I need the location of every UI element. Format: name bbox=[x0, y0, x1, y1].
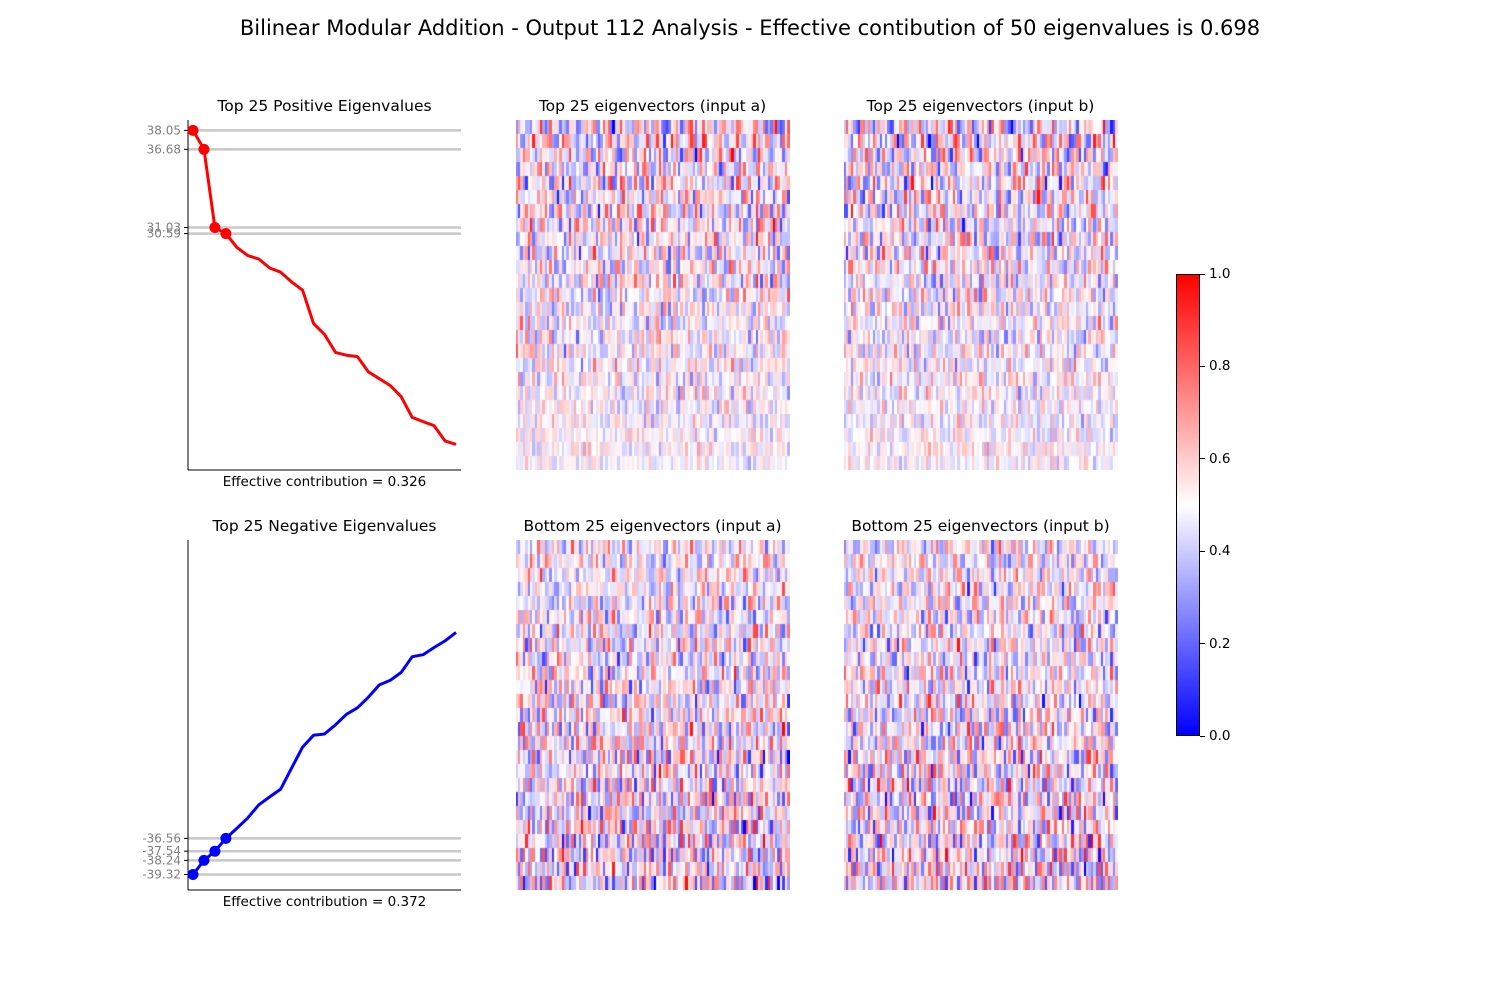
negative-highlight-point bbox=[198, 854, 210, 866]
positive-highlight-point bbox=[209, 221, 221, 233]
colorbar-tick bbox=[1200, 735, 1205, 737]
colorbar-tick-label: 1.0 bbox=[1209, 266, 1231, 282]
positive-y-tick-label: 38.05 bbox=[147, 123, 181, 137]
heatmap-bottom-eigenvectors-a bbox=[516, 540, 790, 890]
positive-y-tick-label: 30.59 bbox=[147, 227, 181, 241]
heatmap-bottom-eigenvectors-b bbox=[844, 540, 1118, 890]
panel-title-top-eigenvectors-a: Top 25 eigenvectors (input a) bbox=[538, 97, 767, 115]
panel-title-top-eigenvectors-b: Top 25 eigenvectors (input b) bbox=[866, 97, 1095, 115]
negative-y-tick-label: -39.32 bbox=[142, 868, 181, 882]
colorbar-tick-label: 0.4 bbox=[1209, 543, 1231, 560]
positive-series-line bbox=[191, 129, 457, 446]
positive-effective-contribution-label: Effective contribution = 0.326 bbox=[222, 474, 427, 490]
panel-title-negative-eigenvalues: Top 25 Negative Eigenvalues bbox=[212, 517, 437, 535]
colorbar bbox=[1176, 274, 1200, 736]
colorbar-tick bbox=[1200, 550, 1205, 552]
negative-series-line bbox=[191, 631, 457, 876]
positive-highlight-point bbox=[220, 228, 232, 240]
heatmap-top-eigenvectors-a bbox=[516, 120, 790, 470]
positive-y-tick-label: 36.68 bbox=[147, 142, 181, 156]
figure-title: Bilinear Modular Addition - Output 112 A… bbox=[239, 16, 1261, 40]
heatmap-top-eigenvectors-b bbox=[844, 120, 1118, 470]
negative-effective-contribution-label: Effective contribution = 0.372 bbox=[222, 894, 427, 910]
positive-highlight-point bbox=[187, 124, 199, 136]
negative-highlight-point bbox=[220, 832, 232, 844]
colorbar-tick-label: 0.8 bbox=[1209, 358, 1231, 375]
panel-title-bottom-eigenvectors-b: Bottom 25 eigenvectors (input b) bbox=[851, 517, 1110, 535]
colorbar-tick bbox=[1200, 643, 1205, 645]
negative-y-tick-label: -36.56 bbox=[142, 831, 181, 845]
negative-highlight-point bbox=[187, 869, 199, 881]
colorbar-tick-label: 0.6 bbox=[1209, 450, 1231, 467]
negative-highlight-point bbox=[209, 845, 221, 857]
colorbar-tick bbox=[1200, 458, 1205, 460]
colorbar-tick-label: 0.2 bbox=[1209, 635, 1231, 652]
negative-y-tick-label: -38.24 bbox=[142, 853, 181, 867]
panel-title-bottom-eigenvectors-a: Bottom 25 eigenvectors (input a) bbox=[523, 517, 782, 535]
negative-y-tick-label: -37.54 bbox=[142, 844, 181, 858]
colorbar-tick-label: 0.0 bbox=[1209, 728, 1231, 744]
colorbar-tick bbox=[1200, 273, 1205, 275]
positive-highlight-point bbox=[198, 143, 210, 155]
negative-eigenvalue-plot: -36.56-37.54-38.24-39.32 bbox=[142, 540, 461, 891]
positive-y-tick-label: 31.03 bbox=[147, 220, 181, 234]
panel-title-positive-eigenvalues: Top 25 Positive Eigenvalues bbox=[217, 97, 432, 115]
colorbar-tick bbox=[1200, 365, 1205, 367]
